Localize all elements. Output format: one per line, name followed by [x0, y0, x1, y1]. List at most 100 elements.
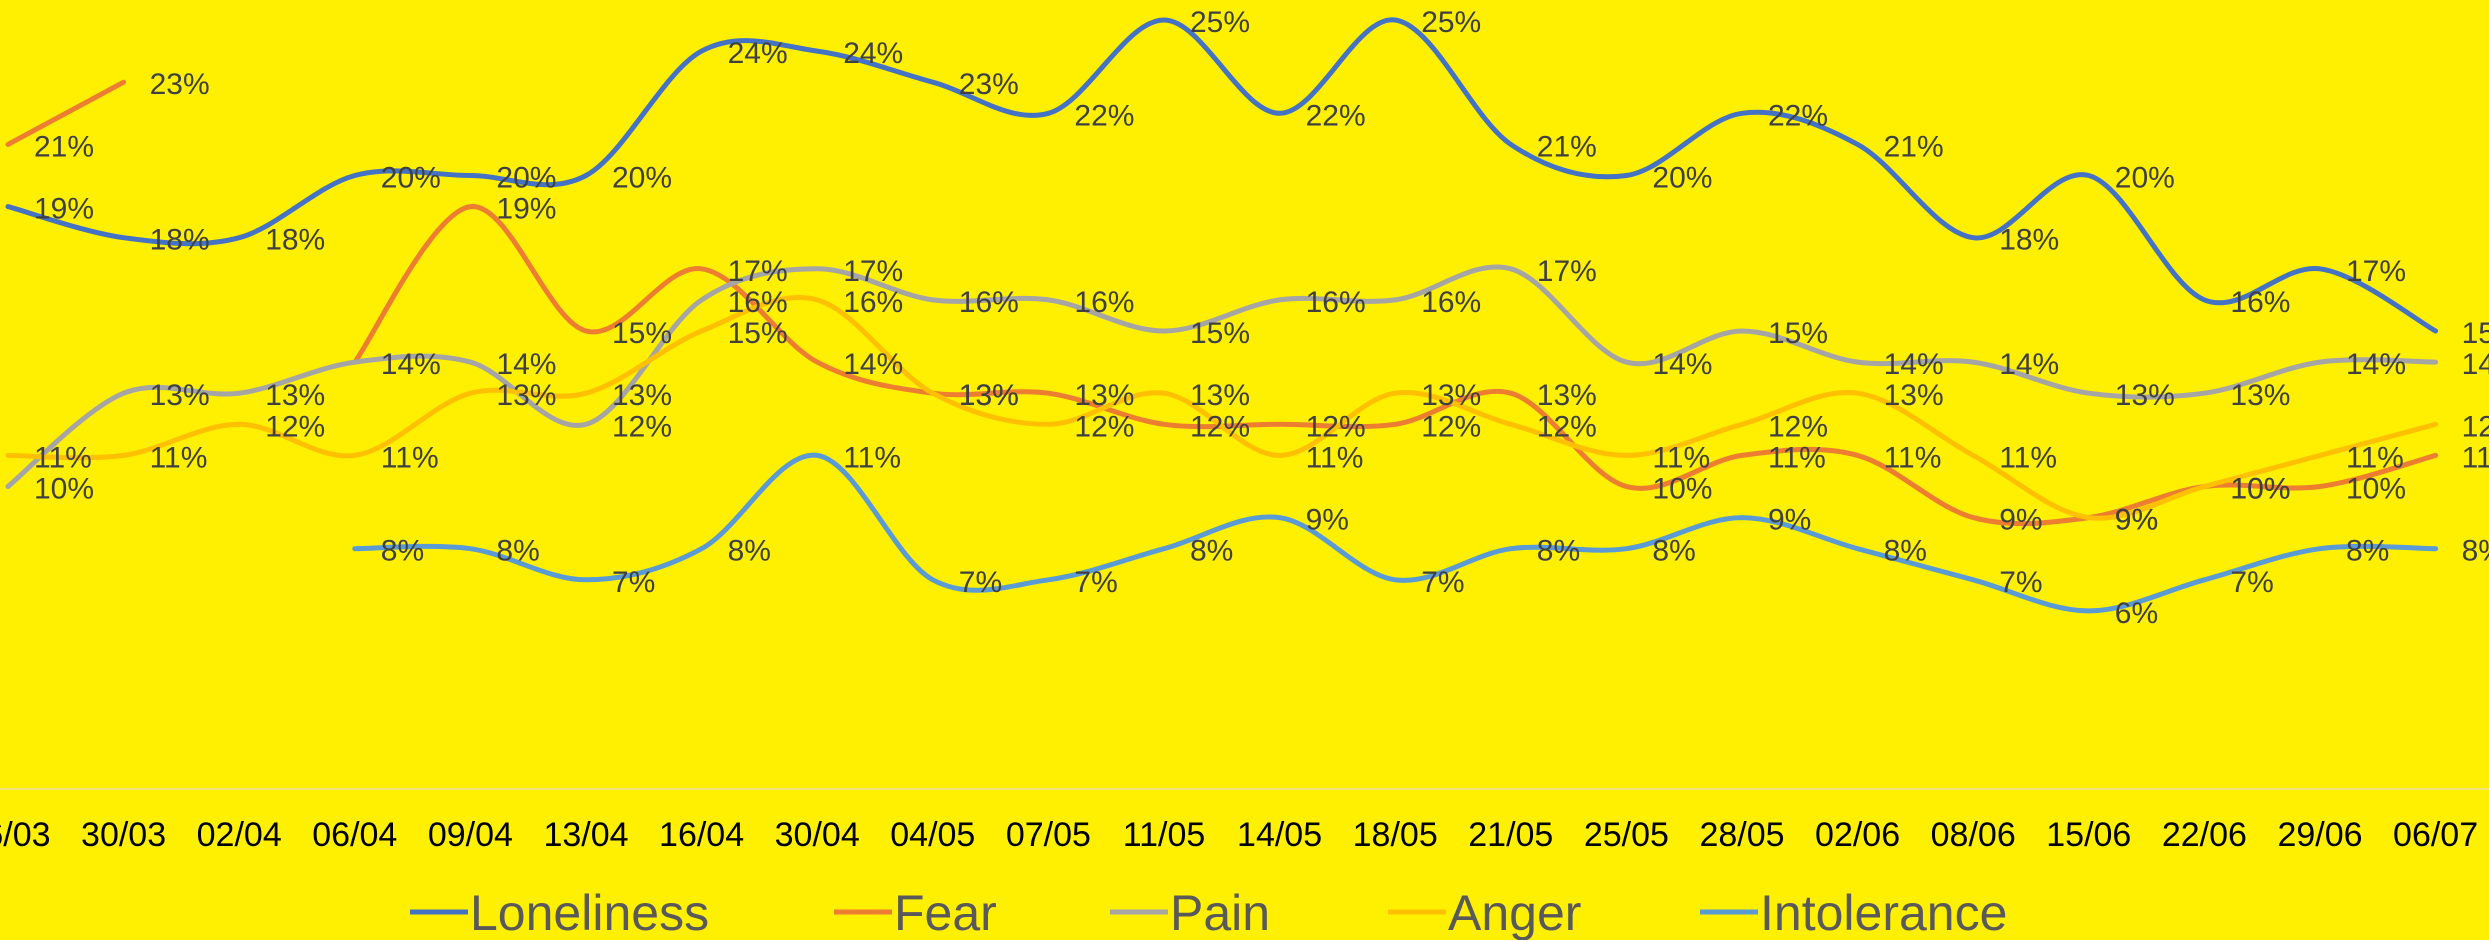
data-label-loneliness: 24%	[728, 37, 788, 70]
data-label-pain: 16%	[1306, 286, 1366, 319]
data-label-loneliness: 20%	[381, 162, 441, 195]
data-label-loneliness: 19%	[34, 193, 94, 226]
legend-label-anger: Anger	[1448, 885, 1581, 940]
data-label-loneliness: 17%	[2346, 255, 2406, 288]
legend-item-anger: Anger	[1388, 885, 1581, 940]
data-label-intolerance: 9%	[1306, 504, 1349, 537]
data-label-pain: 13%	[2115, 379, 2175, 412]
x-tick-label: 06/04	[312, 816, 397, 854]
data-label-intolerance: 7%	[1999, 566, 2042, 599]
x-tick-label: 16/04	[659, 816, 744, 854]
x-tick-label: 25/05	[1584, 816, 1669, 854]
data-label-anger: 16%	[843, 286, 903, 319]
data-label-anger: 13%	[612, 379, 672, 412]
data-label-intolerance: 11%	[843, 441, 901, 474]
data-label-intolerance: 7%	[2230, 566, 2273, 599]
data-label-fear: 12%	[1306, 410, 1366, 443]
series-line-fear	[5, 79, 127, 147]
data-label-pain: 13%	[150, 379, 210, 412]
data-label-loneliness: 21%	[1537, 130, 1597, 163]
data-label-pain: 16%	[728, 286, 788, 319]
legend-label-intolerance: Intolerance	[1760, 885, 2007, 940]
data-label-pain: 17%	[1537, 255, 1597, 288]
legend-item-intolerance: Intolerance	[1700, 885, 2007, 940]
data-label-intolerance: 7%	[959, 566, 1002, 599]
data-label-intolerance: 8%	[2462, 535, 2489, 568]
data-label-fear: 9%	[2115, 504, 2158, 537]
data-label-loneliness: 25%	[1190, 6, 1250, 39]
data-label-pain: 13%	[265, 379, 325, 412]
data-label-fear: 17%	[728, 255, 788, 288]
data-label-fear: 13%	[1074, 379, 1134, 412]
data-label-fear: 9%	[1999, 504, 2042, 537]
data-label-intolerance: 8%	[2346, 535, 2389, 568]
data-label-pain: 14%	[1652, 348, 1712, 381]
x-tick-label: 29/06	[2277, 816, 2362, 854]
data-label-pain: 15%	[1190, 317, 1250, 350]
data-label-loneliness: 15%	[2462, 317, 2489, 350]
x-tick-label: 07/05	[1006, 816, 1091, 854]
legend-item-loneliness: Loneliness	[410, 885, 709, 940]
data-label-loneliness: 22%	[1768, 99, 1828, 132]
data-label-pain: 14%	[2462, 348, 2489, 381]
data-label-pain: 16%	[1074, 286, 1134, 319]
data-label-pain: 15%	[1768, 317, 1828, 350]
data-label-anger: 15%	[728, 317, 788, 350]
x-tick-label: 26/03	[0, 816, 51, 854]
data-label-anger: 13%	[1884, 379, 1944, 412]
data-label-intolerance: 8%	[728, 535, 771, 568]
x-tick-label: 08/06	[1931, 816, 2016, 854]
data-label-loneliness: 16%	[2230, 286, 2290, 319]
data-label-pain: 13%	[2230, 379, 2290, 412]
data-label-loneliness: 20%	[1652, 162, 1712, 195]
data-label-pain: 16%	[1421, 286, 1481, 319]
data-label-loneliness: 22%	[1074, 99, 1134, 132]
data-label-fear: 14%	[843, 348, 903, 381]
series-line-intolerance	[352, 452, 2439, 614]
data-label-anger: 11%	[1999, 441, 2057, 474]
data-label-loneliness: 20%	[612, 162, 672, 195]
data-label-anger: 12%	[265, 410, 325, 443]
series-line-fear	[352, 204, 2439, 527]
data-label-loneliness: 20%	[2115, 162, 2175, 195]
data-label-fear: 12%	[1190, 410, 1250, 443]
data-label-fear: 10%	[2230, 473, 2290, 506]
data-label-intolerance: 8%	[1190, 535, 1233, 568]
data-label-loneliness: 18%	[150, 224, 210, 257]
data-label-pain: 14%	[1884, 348, 1944, 381]
data-label-loneliness: 18%	[1999, 224, 2059, 257]
legend-item-pain: Pain	[1110, 885, 1270, 940]
series-line-loneliness	[5, 17, 2439, 334]
x-tick-label: 02/04	[197, 816, 282, 854]
data-label-intolerance: 9%	[1768, 504, 1811, 537]
x-tick-label: 04/05	[890, 816, 975, 854]
data-label-fear: 10%	[2346, 473, 2406, 506]
data-label-intolerance: 8%	[1652, 535, 1695, 568]
data-label-fear: 13%	[959, 379, 1019, 412]
data-label-pain: 12%	[612, 410, 672, 443]
data-label-intolerance: 7%	[612, 566, 655, 599]
data-label-pain: 14%	[2346, 348, 2406, 381]
data-label-intolerance: 7%	[1074, 566, 1117, 599]
data-label-intolerance: 8%	[1537, 535, 1580, 568]
data-label-anger: 11%	[381, 441, 439, 474]
data-label-anger: 12%	[2462, 410, 2489, 443]
legend-item-fear: Fear	[834, 885, 997, 940]
data-label-fear: 23%	[150, 68, 210, 101]
x-tick-label: 06/07	[2393, 816, 2478, 854]
data-label-loneliness: 23%	[959, 68, 1019, 101]
data-label-pain: 14%	[496, 348, 556, 381]
x-tick-label: 28/05	[1699, 816, 1784, 854]
x-tick-label: 30/03	[81, 816, 166, 854]
data-label-loneliness: 21%	[1884, 130, 1944, 163]
data-label-fear: 19%	[496, 193, 556, 226]
data-label-anger: 11%	[150, 441, 208, 474]
x-tick-label: 22/06	[2162, 816, 2247, 854]
data-label-anger: 11%	[1652, 441, 1710, 474]
data-label-fear: 11%	[1884, 441, 1942, 474]
data-label-pain: 17%	[843, 255, 903, 288]
data-label-anger: 10%	[2230, 473, 2290, 506]
data-label-intolerance: 8%	[1884, 535, 1927, 568]
